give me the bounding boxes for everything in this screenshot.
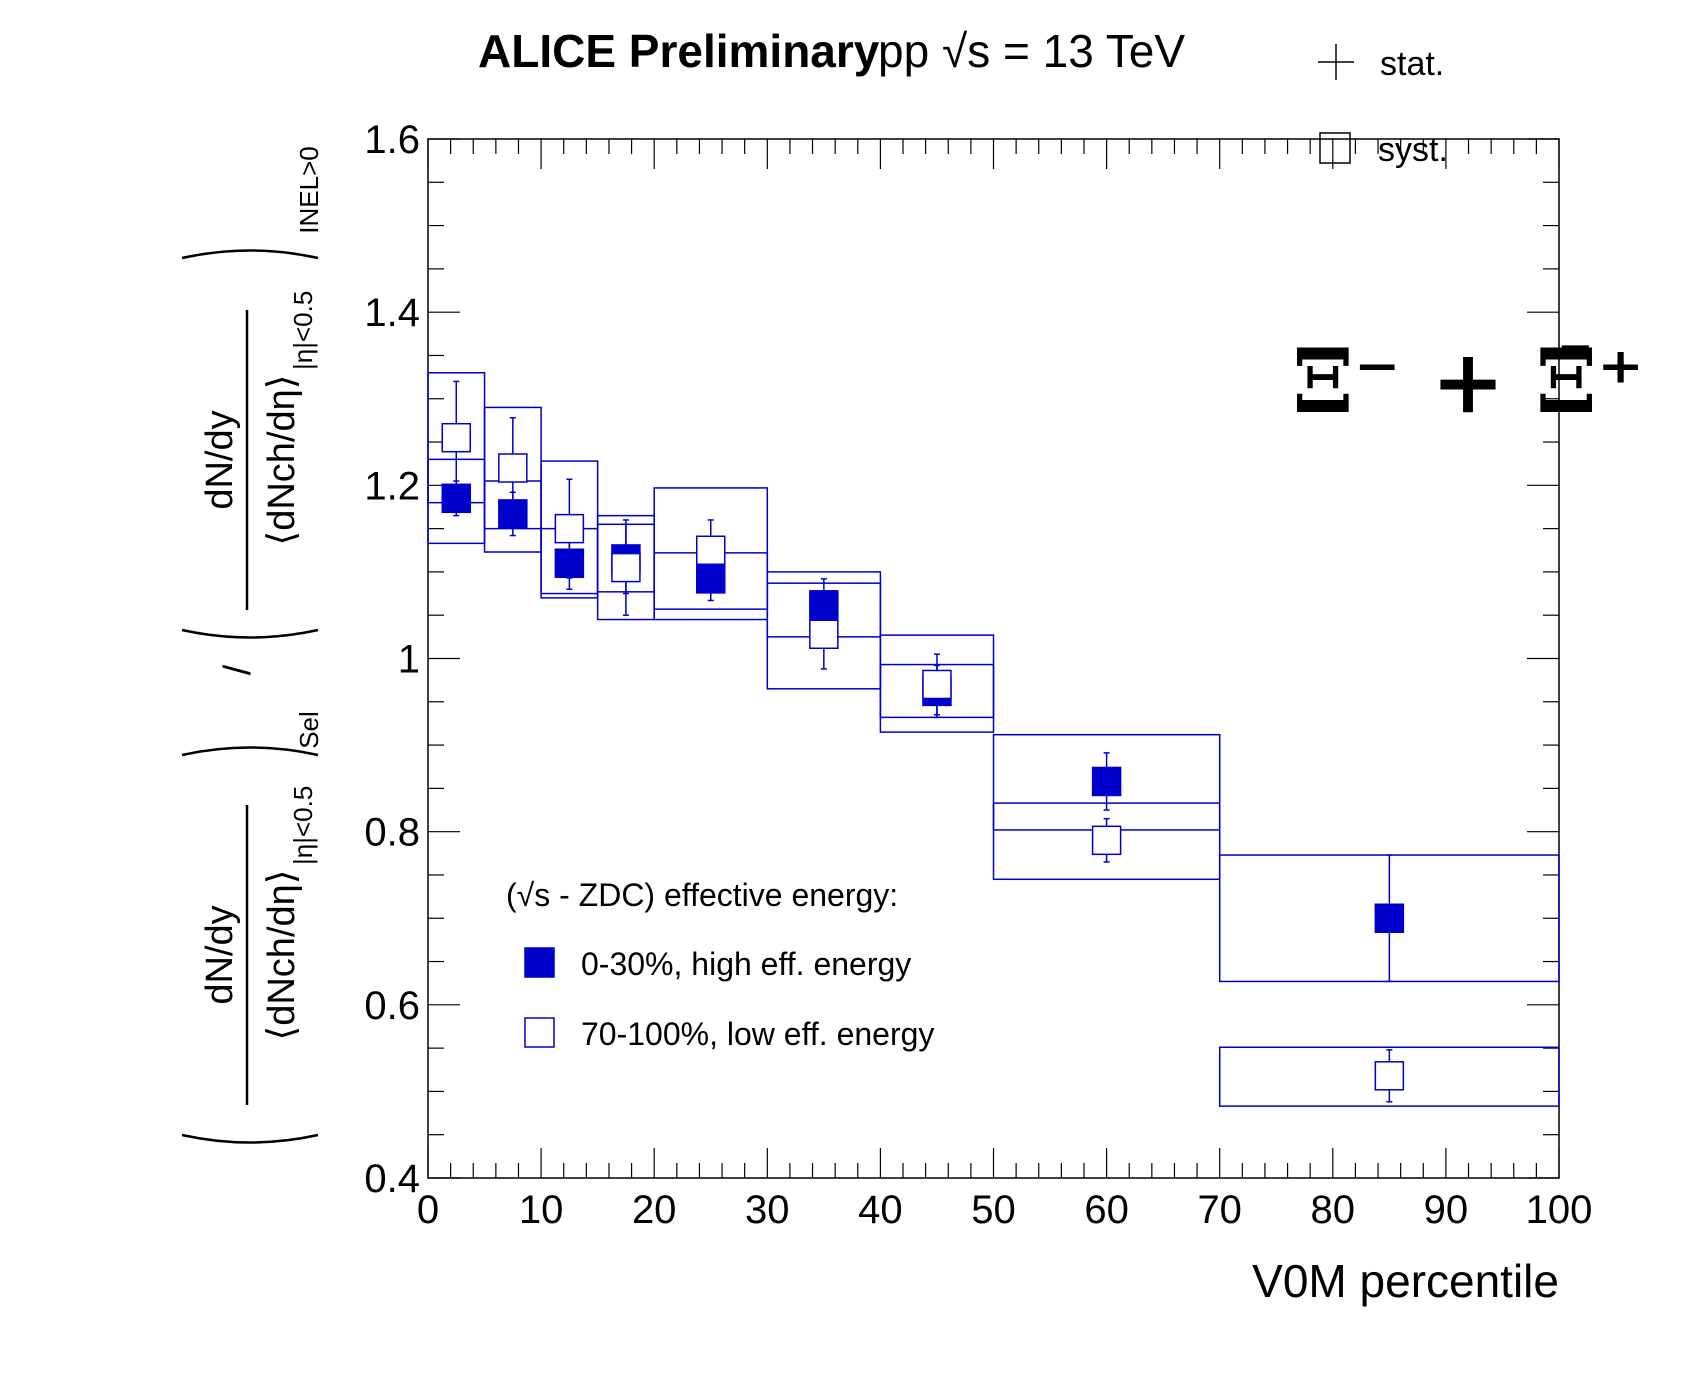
particle-label: Ξ⁻ + Ξ̄⁺ <box>1292 329 1644 433</box>
marker-high-eff <box>441 483 472 514</box>
x-tick-label: 60 <box>1084 1188 1129 1232</box>
legend-label-low: 70-100%, low eff. energy <box>581 1016 934 1052</box>
x-tick-label: 10 <box>519 1188 564 1232</box>
stat-label: stat. <box>1380 45 1444 83</box>
legend-marker-high <box>524 947 555 978</box>
ylabel-eta-sel: |η|<0.5 <box>288 786 318 865</box>
syst-box <box>879 634 995 733</box>
stat-bars <box>453 380 1393 1103</box>
marker-high-eff <box>809 590 839 620</box>
y-tick-label: 0.4 <box>364 1157 420 1201</box>
marker-low-eff <box>611 552 641 583</box>
x-tick-label: 0 <box>417 1188 439 1232</box>
y-axis-label: dN/dy ⟨dNch/dη⟩ |η|<0.5 Sel / dN/dy ⟨dNc… <box>181 146 324 1144</box>
chart-title-bold: ALICE Preliminary <box>478 25 880 77</box>
ylabel-den-sel: ⟨dNch/dη⟩ <box>261 869 303 1040</box>
legend-label-high: 0-30%, high eff. energy <box>581 946 911 982</box>
marker-low-eff <box>554 513 585 544</box>
marker-low-eff <box>922 669 952 700</box>
legend-marker-low <box>524 1017 555 1048</box>
syst-box <box>1218 1046 1560 1107</box>
y-tick-label: 1.6 <box>364 118 420 162</box>
marker-low-eff <box>1374 1061 1405 1091</box>
marker-high-eff <box>498 499 528 529</box>
x-tick-label: 100 <box>1526 1188 1593 1232</box>
y-tick-label: 1.2 <box>364 464 420 508</box>
chart-title: pp √s = 13 TeV <box>878 25 1185 77</box>
syst-box <box>653 487 769 621</box>
marker-low-eff <box>498 453 528 483</box>
x-axis: 0 10 20 30 40 50 60 70 80 90 100 <box>417 139 1593 1232</box>
marker-high-eff <box>1091 766 1122 797</box>
x-tick-label: 30 <box>745 1188 790 1232</box>
y-tick-label: 1 <box>398 638 420 682</box>
marker-high-eff <box>696 564 726 594</box>
syst-legend: syst. <box>1319 131 1448 169</box>
y-axis: 0.4 0.6 0.8 1 1.2 1.4 1.6 <box>364 118 1559 1201</box>
x-tick-label: 70 <box>1197 1188 1242 1232</box>
ylabel-num-sel: dN/dy <box>199 905 241 1004</box>
marker-low-eff <box>441 422 472 453</box>
x-tick-label: 20 <box>632 1188 677 1232</box>
ylabel-slash: / <box>217 664 259 675</box>
particle-label-text: Ξ⁻ + Ξ̄⁺ <box>1292 329 1644 433</box>
x-tick-label: 40 <box>858 1188 903 1232</box>
marker-low-eff <box>1091 825 1122 856</box>
stat-legend: stat. <box>1318 44 1444 83</box>
ylabel-sub-sel: Sel <box>294 711 324 749</box>
x-tick-label: 50 <box>971 1188 1016 1232</box>
marker-high-eff <box>1374 903 1405 933</box>
x-axis-label: V0M percentile <box>1252 1255 1559 1307</box>
marker-low-eff <box>696 535 726 566</box>
legend: (√s - ZDC) effective energy: 0-30%, high… <box>506 877 934 1052</box>
marker-high-eff <box>554 548 585 579</box>
y-tick-label: 0.6 <box>364 984 420 1028</box>
ylabel-eta-inel: |η|<0.5 <box>288 291 318 370</box>
ylabel-sub-inel: INEL>0 <box>294 146 324 233</box>
ylabel-den-inel: ⟨dNch/dη⟩ <box>261 374 303 545</box>
markers <box>441 422 1405 1091</box>
x-tick-label: 80 <box>1311 1188 1356 1232</box>
ylabel-num-inel: dN/dy <box>199 410 241 509</box>
syst-boxes <box>427 372 1560 1107</box>
syst-label: syst. <box>1378 131 1448 169</box>
x-tick-label: 90 <box>1424 1188 1469 1232</box>
y-tick-label: 1.4 <box>364 291 420 335</box>
legend-header: (√s - ZDC) effective energy: <box>506 877 898 913</box>
marker-low-eff <box>809 619 839 650</box>
y-tick-label: 0.8 <box>364 811 420 855</box>
